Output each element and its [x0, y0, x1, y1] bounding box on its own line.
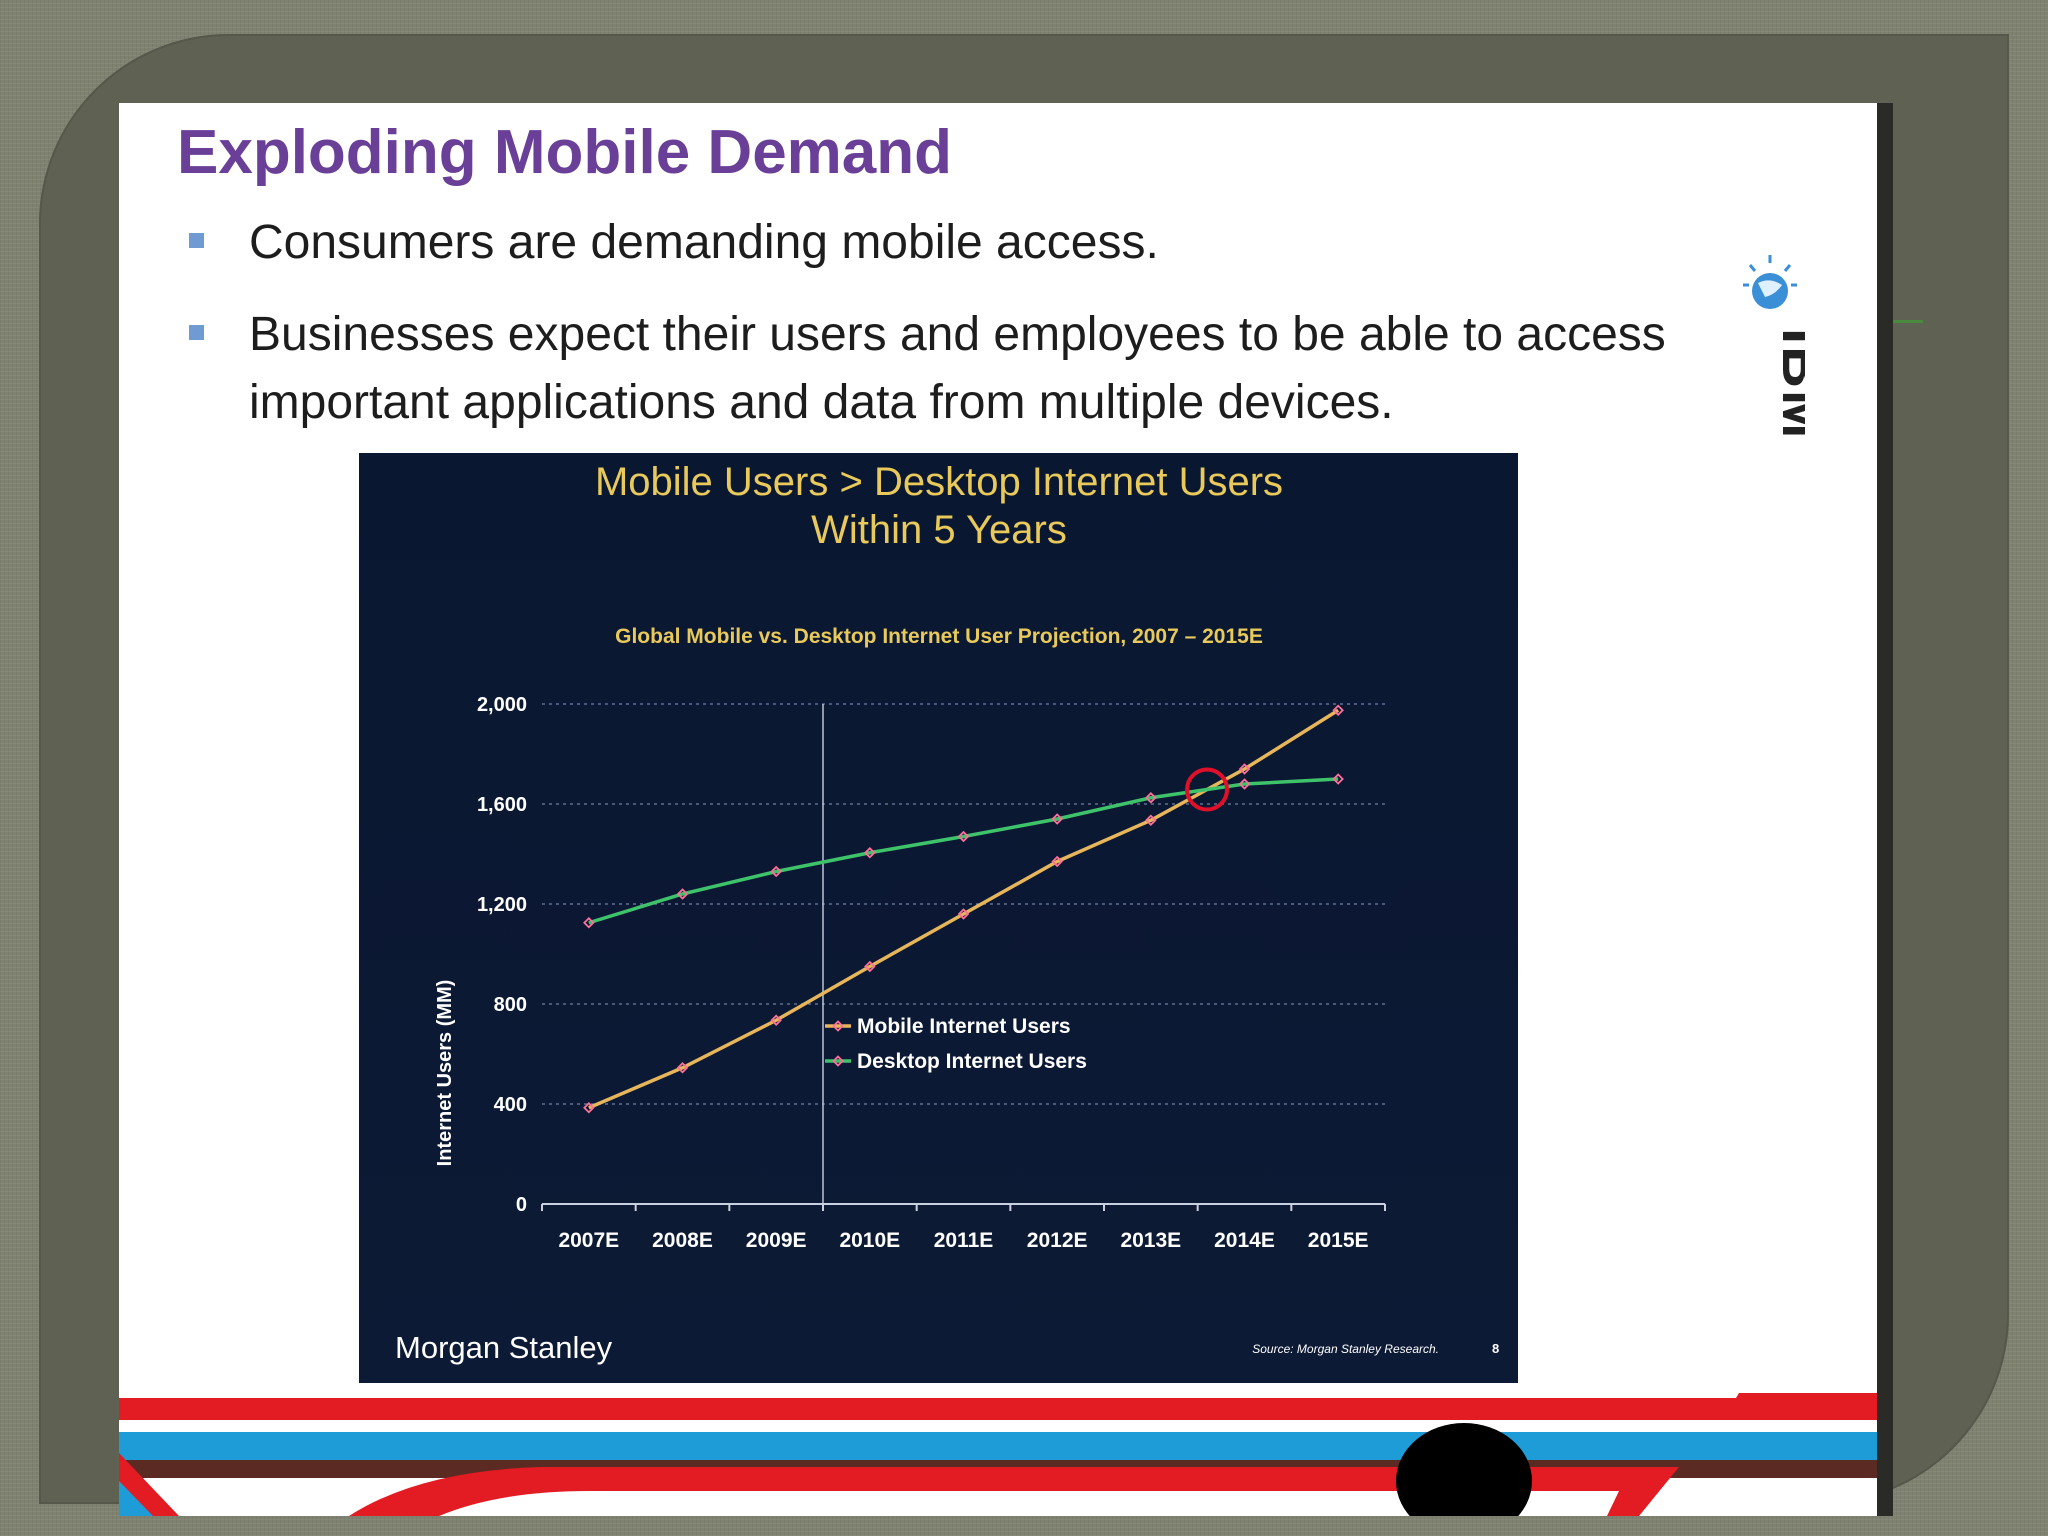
bullet-text: Consumers are demanding mobile access. — [249, 216, 1159, 269]
desktop-series-line — [588, 777, 1339, 925]
bottom-decoration — [119, 1393, 1877, 1516]
data-point — [676, 1061, 689, 1074]
data-point — [957, 830, 970, 843]
ibm-logo-text: IBM — [1770, 328, 1805, 440]
data-point — [770, 865, 782, 878]
chart-headline-line1: Mobile Users > Desktop Internet Users — [595, 460, 1283, 504]
y-axis-label: Internet Users (MM) — [434, 980, 456, 1167]
bullet-text: Businesses expect their users and employ… — [249, 308, 1666, 429]
data-point — [1332, 773, 1344, 785]
chart-headline-line2: Within 5 Years — [811, 508, 1067, 552]
bullet-item: Businesses expect their users and employ… — [189, 301, 1689, 437]
slide-title: Exploding Mobile Demand — [177, 118, 953, 187]
chart-source: Source: Morgan Stanley Research. — [1252, 1342, 1439, 1356]
x-tick-label: 2010E — [839, 1229, 900, 1252]
y-tick-label: 0 — [516, 1194, 527, 1216]
bullet-list: Consumers are demanding mobile access. B… — [189, 209, 1689, 461]
y-tick-label: 800 — [494, 994, 527, 1016]
data-point — [864, 846, 876, 859]
chart-title: Global Mobile vs. Desktop Internet User … — [615, 625, 1263, 648]
y-tick-label: 1,200 — [477, 894, 527, 916]
legend-marker — [832, 1020, 844, 1032]
morgan-stanley-brand: Morgan Stanley — [395, 1330, 613, 1365]
bullet-item: Consumers are demanding mobile access. — [189, 209, 1689, 277]
chart: Mobile Users > Desktop Internet Users Wi… — [395, 460, 1499, 1365]
ibm-logo: IBM — [1743, 255, 1805, 440]
data-point — [1145, 791, 1157, 804]
bullet-marker-icon — [189, 233, 204, 248]
crossover-highlight-circle — [1185, 767, 1230, 812]
x-tick-label: 2007E — [558, 1229, 619, 1252]
y-tick-label: 400 — [494, 1094, 527, 1116]
data-point — [1332, 704, 1344, 717]
data-point — [864, 960, 876, 973]
accent-line — [1893, 320, 1923, 323]
page-number: 8 — [1492, 1341, 1499, 1356]
legend-label: Mobile Internet Users — [857, 1015, 1071, 1038]
x-tick-label: 2014E — [1214, 1229, 1275, 1252]
y-tick-label: 2,000 — [477, 694, 527, 716]
data-point — [1238, 778, 1251, 790]
y-tick-label: 1,600 — [477, 794, 527, 816]
x-tick-label: 2012E — [1027, 1229, 1088, 1252]
legend-marker — [832, 1055, 844, 1067]
x-tick-label: 2015E — [1308, 1229, 1369, 1252]
x-tick-label: 2011E — [934, 1229, 994, 1252]
legend-label: Desktop Internet Users — [857, 1050, 1087, 1073]
globe-icon — [1743, 255, 1797, 309]
slide: Exploding Mobile Demand Consumers are de… — [119, 103, 1877, 1516]
x-tick-label: 2009E — [746, 1229, 807, 1252]
data-point — [676, 888, 689, 900]
data-point — [1145, 814, 1157, 827]
mobile-series-line — [588, 708, 1340, 1110]
chart-panel: Mobile Users > Desktop Internet Users Wi… — [359, 453, 1518, 1383]
data-point — [583, 916, 595, 929]
data-point — [1051, 855, 1063, 868]
x-tick-label: 2013E — [1120, 1229, 1181, 1252]
data-point — [583, 1101, 595, 1114]
data-point — [770, 1014, 782, 1027]
data-point — [957, 908, 970, 920]
bullet-marker-icon — [189, 325, 204, 340]
x-tick-label: 2008E — [652, 1229, 713, 1252]
data-point — [1238, 763, 1251, 775]
data-point — [1051, 813, 1063, 825]
slide-shadow — [1877, 103, 1893, 1516]
